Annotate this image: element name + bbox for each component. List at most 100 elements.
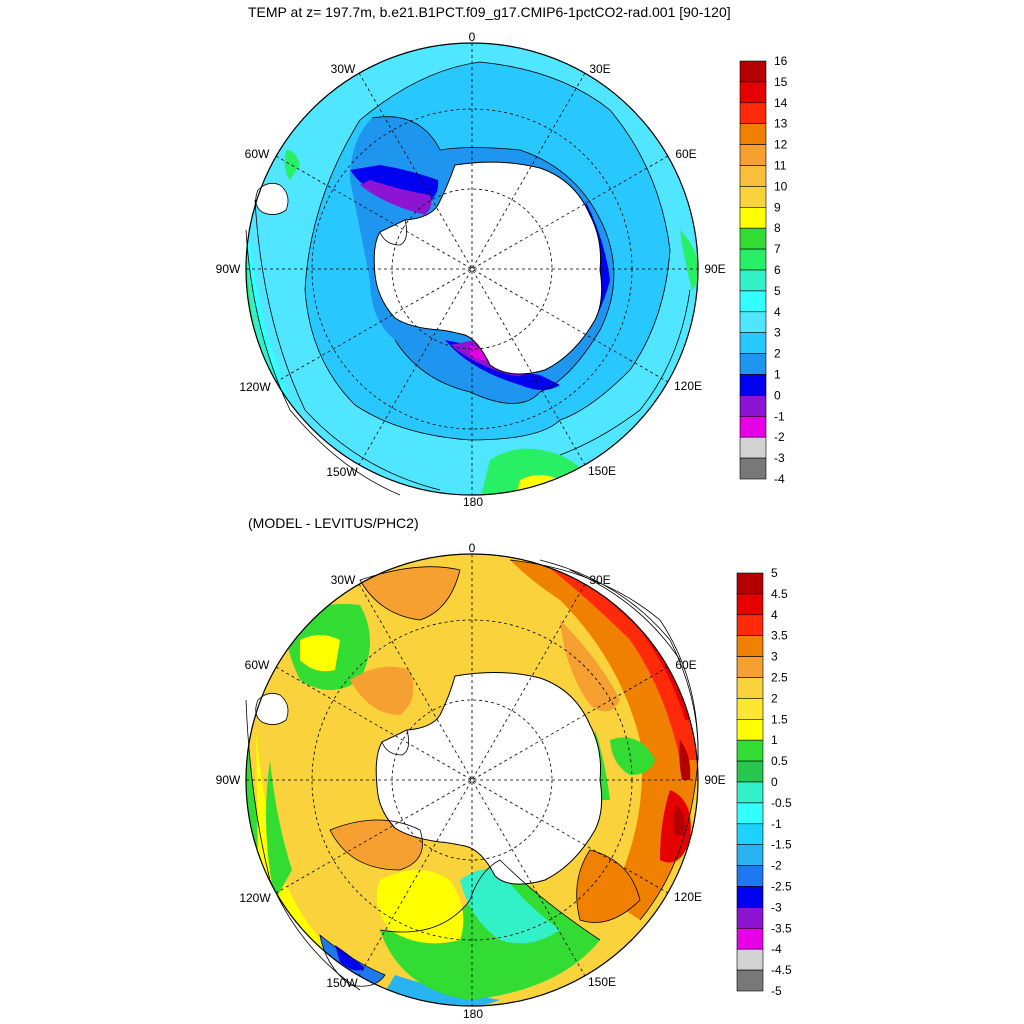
bottom-colorbar-label: 0.5 (771, 754, 788, 768)
bottom-colorbar-label: 2 (771, 691, 778, 705)
bottom-colorbar-label: 5 (771, 566, 778, 580)
bottom-colorbar-swatch (736, 718, 764, 741)
bottom-colorbar-label: -4 (771, 942, 782, 956)
bottom-longitude-labels: 0 30E 60E 90E 120E 150E 180 150W 120W 90… (216, 541, 726, 1021)
bottom-colorbar-swatch (736, 802, 764, 825)
top-colorbar-swatch (739, 457, 767, 480)
bottom-polar-map: 0 30E 60E 90E 120E 150E 180 150W 120W 90… (216, 541, 726, 1021)
bottom-colorbar-swatch (736, 865, 764, 887)
bottom-south-america-tip (255, 692, 289, 725)
bottom-colorbar-swatch (736, 698, 764, 720)
bottom-lon-label-150w: 150W (326, 976, 358, 990)
bottom-colorbar-label: -3.5 (771, 921, 792, 935)
bottom-colorbar-label: 4 (771, 608, 778, 622)
top-colorbar-label: 2 (774, 347, 781, 361)
top-lon-label-150e: 150E (588, 464, 616, 478)
top-colorbar-swatch (739, 248, 767, 271)
bottom-lon-label-60w: 60W (245, 658, 270, 672)
bottom-colorbar-label: -2.5 (771, 880, 792, 894)
top-map-boundary (245, 42, 699, 496)
top-colorbar-label: -2 (774, 430, 785, 444)
bottom-colorbar: 5 4.5 4 3.5 3 2.5 2 1.5 1 0.5 0 -0.5 -1 -1.5 -2 -2.5 -3 -… (736, 566, 792, 998)
bottom-colorbar-swatch (736, 739, 764, 762)
bottom-colorbar-label: 3 (771, 650, 778, 664)
bottom-colorbar-swatch (736, 635, 764, 657)
bottom-colorbar-swatch (736, 927, 764, 950)
bottom-graticule (246, 554, 698, 1006)
bottom-colorbar-label: -1 (771, 817, 782, 831)
top-colorbar-label: 12 (774, 138, 788, 152)
bottom-plot-title: (MODEL - LEVITUS/PHC2) (248, 515, 419, 531)
top-colorbar-label: 9 (774, 200, 781, 214)
top-colorbar-label: 13 (774, 117, 788, 131)
bottom-lon-label-30w: 30W (331, 573, 356, 587)
bottom-colorbar-swatch (736, 593, 764, 616)
top-plot-title: TEMP at z= 197.7m, b.e21.B1PCT.f09_g17.C… (248, 4, 731, 20)
bottom-lon-label-30e: 30E (589, 573, 610, 587)
top-lon-label-30w: 30W (331, 62, 356, 76)
top-lon-label-150w: 150W (326, 465, 358, 479)
top-colorbar-label: 6 (774, 263, 781, 277)
bottom-lon-label-180: 180 (463, 1007, 483, 1021)
bottom-colorbar-label: -4.5 (771, 963, 792, 977)
bottom-lon-label-150e: 150E (588, 975, 616, 989)
top-colorbar-label: 4 (774, 305, 781, 319)
top-colorbar-swatch (739, 415, 767, 438)
top-colorbar-label: -4 (774, 472, 785, 486)
bottom-colorbar-swatch (736, 677, 764, 699)
bottom-colorbar-label: -1.5 (771, 838, 792, 852)
bottom-colorbar-swatch (736, 823, 764, 845)
top-colorbar-swatch (739, 227, 767, 250)
top-colorbar-label: 11 (774, 159, 787, 173)
top-graticule (246, 43, 698, 495)
bottom-lon-label-0: 0 (469, 541, 476, 555)
bottom-colorbar-label: 2.5 (771, 671, 788, 685)
top-lon-label-90e: 90E (704, 262, 725, 276)
top-colorbar-label: 14 (774, 96, 788, 110)
bottom-colorbar-label: -3 (771, 900, 782, 914)
bottom-colorbar-label: -5 (771, 984, 782, 998)
bottom-lon-label-90w: 90W (216, 773, 241, 787)
bottom-colorbar-swatch (736, 656, 764, 678)
top-colorbar-swatch (739, 290, 767, 313)
top-lon-label-120w: 120W (239, 380, 271, 394)
bottom-colorbar-label: -0.5 (771, 796, 792, 810)
bottom-colorbar-label: 0 (771, 775, 778, 789)
bottom-colorbar-swatch (736, 907, 764, 929)
top-lon-label-90w: 90W (216, 262, 241, 276)
top-colorbar-swatch (739, 332, 767, 354)
top-colorbar-swatch (739, 102, 767, 125)
bottom-colorbar-swatch (736, 614, 764, 636)
top-colorbar-swatch (739, 436, 767, 459)
top-colorbar-label: 10 (774, 179, 788, 193)
top-colorbar-label: 15 (774, 75, 788, 89)
bottom-colorbar-swatch (736, 886, 764, 908)
top-colorbar-swatch (739, 374, 767, 396)
bottom-colorbar-label: 4.5 (771, 587, 788, 601)
bottom-colorbar-label: -2 (771, 859, 782, 873)
top-colorbar-label: 5 (774, 284, 781, 298)
bottom-map-boundary (245, 553, 699, 1007)
bottom-colorbar-label: 1 (771, 733, 778, 747)
top-lon-label-180: 180 (463, 495, 483, 509)
top-colorbar-swatch (739, 186, 767, 208)
top-colorbar-label: 0 (774, 388, 781, 402)
top-colorbar-swatch (739, 353, 767, 375)
bottom-colorbar-label: 1.5 (771, 712, 788, 726)
top-colorbar-label: -1 (774, 409, 785, 423)
top-colorbar-swatch (739, 269, 767, 292)
top-lon-label-0: 0 (469, 30, 476, 44)
top-colorbar-swatch (739, 207, 767, 229)
bottom-colorbar-swatch (736, 781, 764, 804)
top-south-america-tip (255, 182, 289, 215)
top-lon-label-120e: 120E (674, 379, 702, 393)
top-colorbar-label: 16 (774, 54, 788, 68)
top-colorbar-label: 3 (774, 326, 781, 340)
top-longitude-labels: 0 30E 60E 90E 120E 150E 180 150W 120W 90… (216, 30, 726, 509)
bottom-lon-label-120e: 120E (674, 890, 702, 904)
bottom-lon-label-90e: 90E (704, 773, 725, 787)
bottom-colorbar-swatch (736, 969, 764, 992)
top-colorbar-swatch (739, 395, 767, 417)
